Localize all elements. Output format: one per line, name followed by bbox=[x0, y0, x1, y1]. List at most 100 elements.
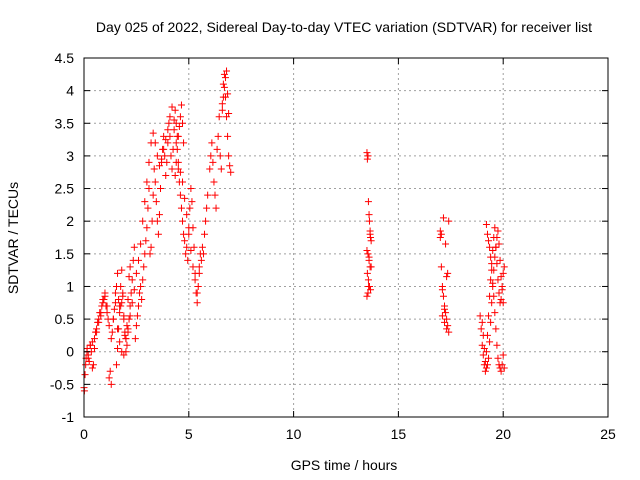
data-point bbox=[152, 198, 160, 206]
data-point bbox=[493, 260, 501, 268]
data-point bbox=[221, 74, 229, 82]
data-point bbox=[143, 224, 151, 232]
data-point bbox=[444, 322, 452, 330]
data-point bbox=[439, 214, 447, 222]
data-point bbox=[130, 243, 138, 251]
data-point bbox=[122, 348, 130, 356]
data-point bbox=[106, 367, 114, 375]
data-point bbox=[203, 204, 211, 212]
data-point bbox=[199, 250, 207, 258]
data-point bbox=[500, 263, 508, 271]
data-point bbox=[213, 145, 221, 153]
data-point bbox=[139, 276, 147, 284]
data-point bbox=[143, 178, 151, 186]
data-point bbox=[105, 374, 113, 382]
data-point bbox=[103, 302, 111, 310]
data-point bbox=[171, 106, 179, 114]
data-point bbox=[478, 318, 486, 326]
data-point bbox=[366, 230, 374, 238]
data-point bbox=[171, 171, 179, 179]
data-point bbox=[191, 276, 199, 284]
data-point bbox=[179, 217, 187, 225]
data-point bbox=[225, 152, 233, 160]
y-tick-label: 0.5 bbox=[55, 311, 75, 327]
data-point bbox=[224, 132, 232, 140]
data-point bbox=[131, 335, 139, 343]
y-tick-label: 1.5 bbox=[55, 246, 75, 262]
data-point bbox=[495, 289, 503, 297]
data-point bbox=[438, 286, 446, 294]
data-point bbox=[217, 165, 225, 173]
data-point bbox=[142, 237, 150, 245]
data-point bbox=[88, 364, 96, 372]
data-point bbox=[90, 344, 98, 352]
data-point bbox=[153, 217, 161, 225]
data-point bbox=[162, 136, 170, 144]
data-point bbox=[437, 230, 445, 238]
x-tick-label: 10 bbox=[286, 426, 302, 442]
data-point bbox=[166, 132, 174, 140]
data-point bbox=[150, 165, 158, 173]
data-point bbox=[186, 204, 194, 212]
x-tick-label: 15 bbox=[391, 426, 407, 442]
data-point bbox=[103, 309, 111, 317]
data-point bbox=[166, 113, 174, 121]
data-point bbox=[170, 126, 178, 134]
data-point bbox=[439, 292, 447, 300]
data-point bbox=[154, 230, 162, 238]
data-point bbox=[99, 296, 107, 304]
data-point bbox=[123, 322, 131, 330]
data-point bbox=[490, 292, 498, 300]
data-point bbox=[149, 191, 157, 199]
data-point bbox=[164, 126, 172, 134]
data-point bbox=[130, 286, 138, 294]
data-point bbox=[491, 224, 499, 232]
x-tick-label: 25 bbox=[600, 426, 616, 442]
data-point bbox=[492, 325, 500, 333]
data-point bbox=[177, 101, 185, 109]
data-point bbox=[364, 289, 372, 297]
data-point bbox=[93, 328, 101, 336]
data-point bbox=[179, 119, 187, 127]
data-point bbox=[441, 305, 449, 313]
data-point bbox=[441, 318, 449, 326]
data-point bbox=[445, 217, 453, 225]
data-point bbox=[364, 198, 372, 206]
data-point bbox=[101, 289, 109, 297]
data-point bbox=[367, 237, 375, 245]
data-point bbox=[209, 158, 217, 166]
data-point bbox=[173, 145, 181, 153]
data-point bbox=[486, 338, 494, 346]
data-point bbox=[489, 247, 497, 255]
data-point bbox=[167, 152, 175, 160]
data-point bbox=[187, 185, 195, 193]
data-point bbox=[180, 139, 188, 147]
data-point bbox=[146, 250, 154, 258]
data-point bbox=[119, 292, 127, 300]
data-point bbox=[444, 269, 452, 277]
data-point bbox=[109, 315, 117, 323]
data-point bbox=[481, 367, 489, 375]
data-point bbox=[498, 286, 506, 294]
data-point bbox=[494, 276, 502, 284]
data-point bbox=[86, 341, 94, 349]
data-point bbox=[179, 178, 187, 186]
data-point bbox=[107, 335, 115, 343]
data-points bbox=[80, 67, 508, 395]
data-point bbox=[225, 109, 233, 117]
data-point bbox=[487, 318, 495, 326]
data-point bbox=[108, 328, 116, 336]
data-point bbox=[157, 185, 165, 193]
data-point bbox=[189, 224, 197, 232]
data-point bbox=[483, 230, 491, 238]
data-point bbox=[176, 191, 184, 199]
data-point bbox=[363, 149, 371, 157]
data-point bbox=[482, 220, 490, 228]
data-point bbox=[493, 341, 501, 349]
data-point bbox=[216, 152, 224, 160]
data-point bbox=[111, 289, 119, 297]
data-point bbox=[364, 152, 372, 160]
data-point bbox=[443, 273, 451, 281]
data-point bbox=[182, 250, 190, 258]
